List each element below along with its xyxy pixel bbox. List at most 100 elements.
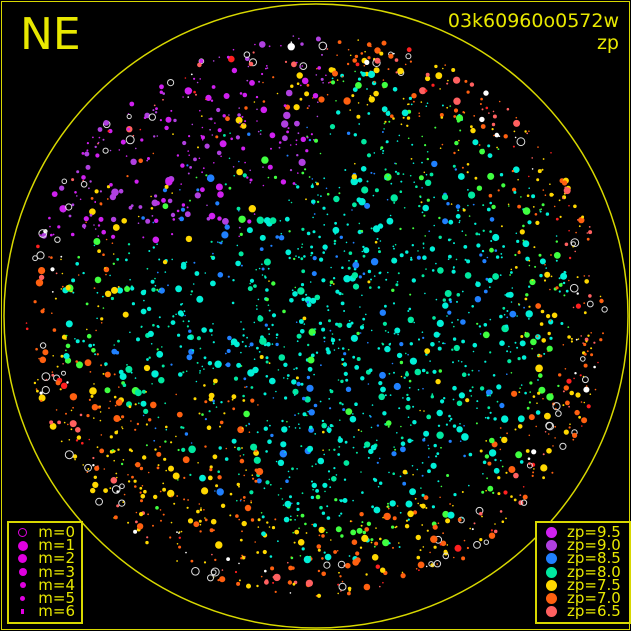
star-point	[162, 98, 164, 101]
star-point	[473, 522, 476, 525]
star-point	[452, 385, 457, 391]
star-point	[398, 542, 400, 544]
star-point	[550, 254, 552, 256]
star-point	[564, 242, 569, 247]
magnitude-legend-item: m=5	[15, 590, 75, 606]
star-point	[261, 267, 265, 271]
star-point	[138, 391, 142, 395]
star-point	[294, 519, 296, 521]
star-point	[537, 379, 539, 381]
star-point	[461, 433, 469, 441]
star-point	[362, 412, 365, 415]
star-point	[474, 296, 482, 303]
star-point	[338, 192, 341, 195]
star-point	[235, 116, 243, 124]
star-point	[429, 172, 434, 177]
star-point	[105, 273, 107, 276]
star-point	[245, 424, 248, 427]
star-point	[238, 122, 241, 125]
star-point	[275, 336, 278, 339]
star-point	[36, 389, 39, 393]
star-point	[94, 228, 97, 230]
star-point	[196, 81, 199, 84]
star-point	[384, 394, 387, 397]
star-point	[234, 570, 238, 574]
star-point	[134, 403, 137, 406]
star-point	[176, 531, 178, 533]
star-point	[499, 173, 504, 177]
star-point	[60, 258, 62, 261]
star-point	[542, 476, 545, 480]
star-point	[497, 148, 500, 151]
star-point	[300, 283, 305, 287]
star-point	[92, 464, 95, 467]
star-point	[182, 456, 190, 464]
star-point	[298, 37, 300, 40]
star-point	[455, 213, 461, 219]
star-point	[275, 342, 279, 347]
star-point	[425, 75, 431, 82]
star-point	[180, 303, 183, 306]
star-point	[270, 566, 275, 571]
star-point	[94, 189, 99, 194]
star-point	[430, 395, 434, 399]
star-point	[315, 74, 318, 76]
star-point	[453, 76, 461, 84]
star-point	[196, 188, 200, 192]
star-point	[373, 67, 380, 74]
star-point	[361, 294, 363, 297]
star-point	[524, 391, 527, 395]
star-point	[296, 514, 299, 517]
star-point	[407, 416, 410, 419]
star-point	[418, 175, 424, 181]
star-point	[528, 259, 531, 262]
star-point	[130, 371, 133, 374]
star-point	[366, 88, 368, 90]
star-point	[207, 475, 213, 481]
star-point	[256, 431, 259, 434]
star-point	[563, 294, 566, 297]
star-point	[215, 135, 219, 139]
star-point	[236, 581, 241, 586]
star-point	[177, 448, 180, 452]
star-point	[283, 111, 291, 120]
star-point	[482, 229, 485, 232]
star-point	[295, 367, 298, 370]
star-point	[457, 360, 460, 362]
star-point	[549, 192, 554, 197]
star-point	[430, 535, 438, 543]
star-point	[381, 342, 384, 345]
star-point	[361, 534, 369, 543]
star-point	[461, 491, 464, 493]
star-point	[65, 343, 71, 349]
star-point	[389, 214, 392, 217]
star-point	[71, 203, 75, 207]
star-point	[230, 137, 233, 141]
star-point	[439, 88, 441, 90]
star-point	[62, 211, 65, 213]
star-point	[306, 135, 308, 138]
star-point	[270, 244, 273, 247]
star-point	[329, 133, 332, 135]
star-point	[590, 347, 593, 350]
star-point	[75, 360, 78, 363]
star-point	[318, 526, 325, 534]
star-point	[179, 345, 183, 348]
star-point	[184, 211, 191, 218]
star-point	[572, 438, 575, 441]
star-point	[316, 544, 322, 549]
star-point	[322, 482, 328, 488]
star-point	[266, 342, 271, 347]
star-point	[217, 191, 224, 198]
star-point	[522, 240, 530, 248]
star-point	[402, 116, 405, 119]
star-point	[52, 355, 54, 357]
star-point	[244, 161, 246, 164]
star-point	[372, 477, 376, 481]
star-point	[362, 530, 366, 535]
star-point	[468, 484, 470, 487]
zeropoint-swatch-icon	[543, 606, 559, 618]
star-point	[496, 384, 502, 390]
star-point	[126, 175, 129, 178]
star-point	[55, 380, 61, 386]
